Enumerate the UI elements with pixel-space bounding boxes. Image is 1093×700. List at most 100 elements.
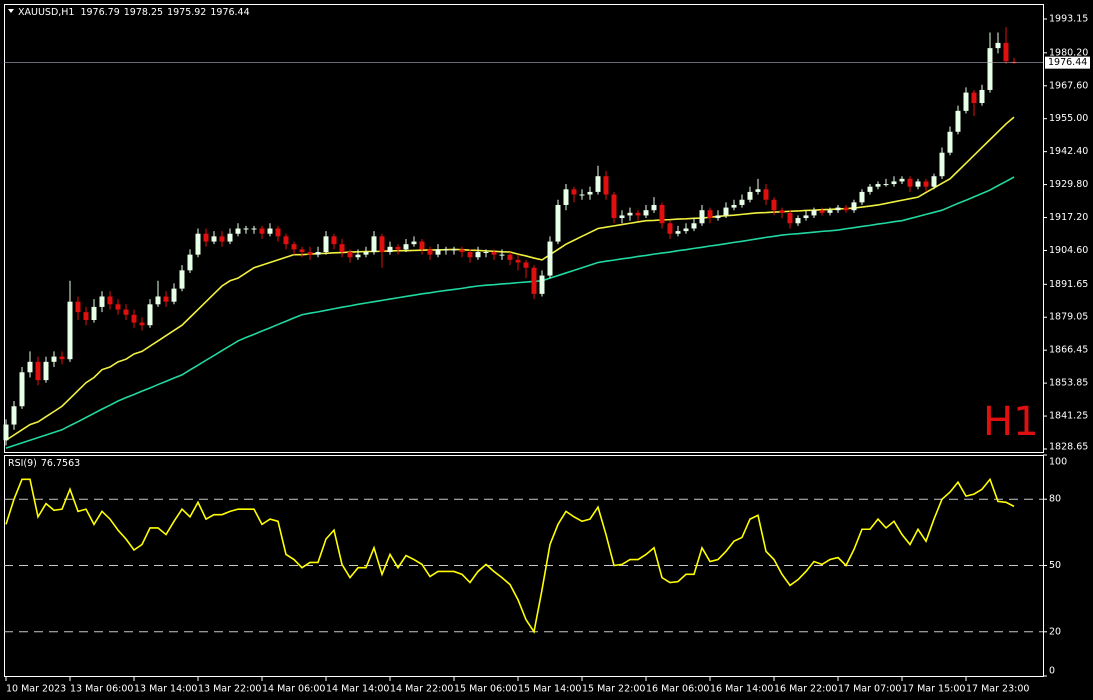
menu-arrow xyxy=(8,9,14,13)
x-tick-label: 16 Mar 14:00 xyxy=(710,684,773,695)
y-tick-label: 0 xyxy=(1049,666,1055,677)
candle-body xyxy=(795,218,801,224)
y-tick-label: 1841.25 xyxy=(1049,411,1088,422)
candle-body xyxy=(299,249,305,253)
candle-body xyxy=(339,244,345,253)
candle-body xyxy=(499,254,505,256)
candle-body xyxy=(819,210,825,213)
candle-body xyxy=(411,241,417,245)
candle-body xyxy=(483,252,489,254)
y-tick-label: 1866.45 xyxy=(1049,345,1088,356)
candle-body xyxy=(955,110,961,132)
candle-body xyxy=(147,304,153,326)
x-tick-label: 13 Mar 14:00 xyxy=(134,684,197,695)
symbol-title: XAUUSD,H1 xyxy=(18,7,74,18)
y-tick-label: 1853.85 xyxy=(1049,378,1088,389)
candle-body xyxy=(219,236,225,242)
current-price-label: 1976.44 xyxy=(1048,57,1087,68)
candle-body xyxy=(811,210,817,216)
candle-body xyxy=(619,215,625,219)
candle-body xyxy=(539,275,545,294)
candle-body xyxy=(163,296,169,302)
candle-body xyxy=(691,223,697,229)
candle-body xyxy=(907,178,913,187)
candle-body xyxy=(347,252,353,258)
candle-body xyxy=(107,296,113,305)
candle-body xyxy=(387,246,393,253)
candle-body xyxy=(739,199,745,205)
candle-body xyxy=(675,231,681,234)
y-tick-label: 1917.20 xyxy=(1049,212,1088,223)
candle-body xyxy=(435,249,441,255)
candle-body xyxy=(651,204,657,211)
candle-body xyxy=(923,181,929,187)
y-tick-label: 80 xyxy=(1049,494,1061,505)
x-tick-label: 15 Mar 22:00 xyxy=(582,684,645,695)
indicator-header: RSI(9) 76.7563 xyxy=(8,458,80,469)
y-tick-label: 1904.60 xyxy=(1049,245,1088,256)
candle-body xyxy=(259,228,265,234)
candle-body xyxy=(715,215,721,219)
candle-body xyxy=(1003,42,1009,62)
candle-body xyxy=(403,244,409,250)
candle-body xyxy=(3,424,9,441)
candle-body xyxy=(419,241,425,250)
candle-body xyxy=(835,207,841,211)
candle-body xyxy=(891,181,897,185)
indicator-title: RSI(9) xyxy=(8,458,37,469)
candle-body xyxy=(587,191,593,195)
candle-body xyxy=(363,252,369,255)
candle-body xyxy=(115,304,121,310)
candle-body xyxy=(155,296,161,305)
x-tick-label: 14 Mar 06:00 xyxy=(262,684,325,695)
candle-body xyxy=(827,210,833,213)
candle-body xyxy=(507,254,513,260)
candle-body xyxy=(307,252,313,255)
candle-body xyxy=(475,252,481,258)
y-tick-label: 1879.05 xyxy=(1049,312,1088,323)
candle-body xyxy=(459,249,465,253)
candle-body xyxy=(443,249,449,251)
candle-body xyxy=(371,236,377,253)
candle-body xyxy=(171,288,177,302)
ohlc-value: 1976.79 xyxy=(80,7,119,18)
chart-header: XAUUSD,H1 1976.79 1978.25 1975.92 1976.44 xyxy=(18,7,250,18)
y-tick-label: 50 xyxy=(1049,560,1061,571)
candle-body xyxy=(571,189,577,195)
candle-body xyxy=(843,207,849,211)
candle-body xyxy=(1011,61,1017,63)
candle-body xyxy=(707,210,713,219)
candle-body xyxy=(187,254,193,271)
candle-body xyxy=(323,236,329,253)
candle-body xyxy=(851,202,857,211)
y-tick-label: 1828.65 xyxy=(1049,442,1088,453)
candle-body xyxy=(947,131,953,153)
ohlc-value: 1976.44 xyxy=(210,7,249,18)
y-tick-label: 1993.15 xyxy=(1049,13,1088,24)
candle-body xyxy=(971,92,977,104)
candle-body xyxy=(395,246,401,250)
y-tick-label: 20 xyxy=(1049,626,1061,637)
candle-body xyxy=(787,212,793,224)
candle-body xyxy=(75,301,81,313)
y-tick-label: 100 xyxy=(1049,457,1067,468)
candle-body xyxy=(747,191,753,200)
rsi-line xyxy=(5,477,1015,634)
candle-body xyxy=(667,223,673,234)
candle-body xyxy=(195,233,201,255)
candle-body xyxy=(627,212,633,216)
x-tick-label: 17 Mar 23:00 xyxy=(966,684,1029,695)
candle-body xyxy=(803,215,809,219)
indicator-value: 76.7563 xyxy=(41,458,80,469)
moving-average xyxy=(5,176,1015,449)
candle-body xyxy=(451,249,457,251)
candle-body xyxy=(899,178,905,182)
candle-body xyxy=(19,372,25,407)
candle-body xyxy=(723,207,729,216)
candle-body xyxy=(227,233,233,242)
candle-body xyxy=(659,204,665,224)
x-tick-label: 15 Mar 14:00 xyxy=(518,684,581,695)
candle-body xyxy=(43,361,49,381)
